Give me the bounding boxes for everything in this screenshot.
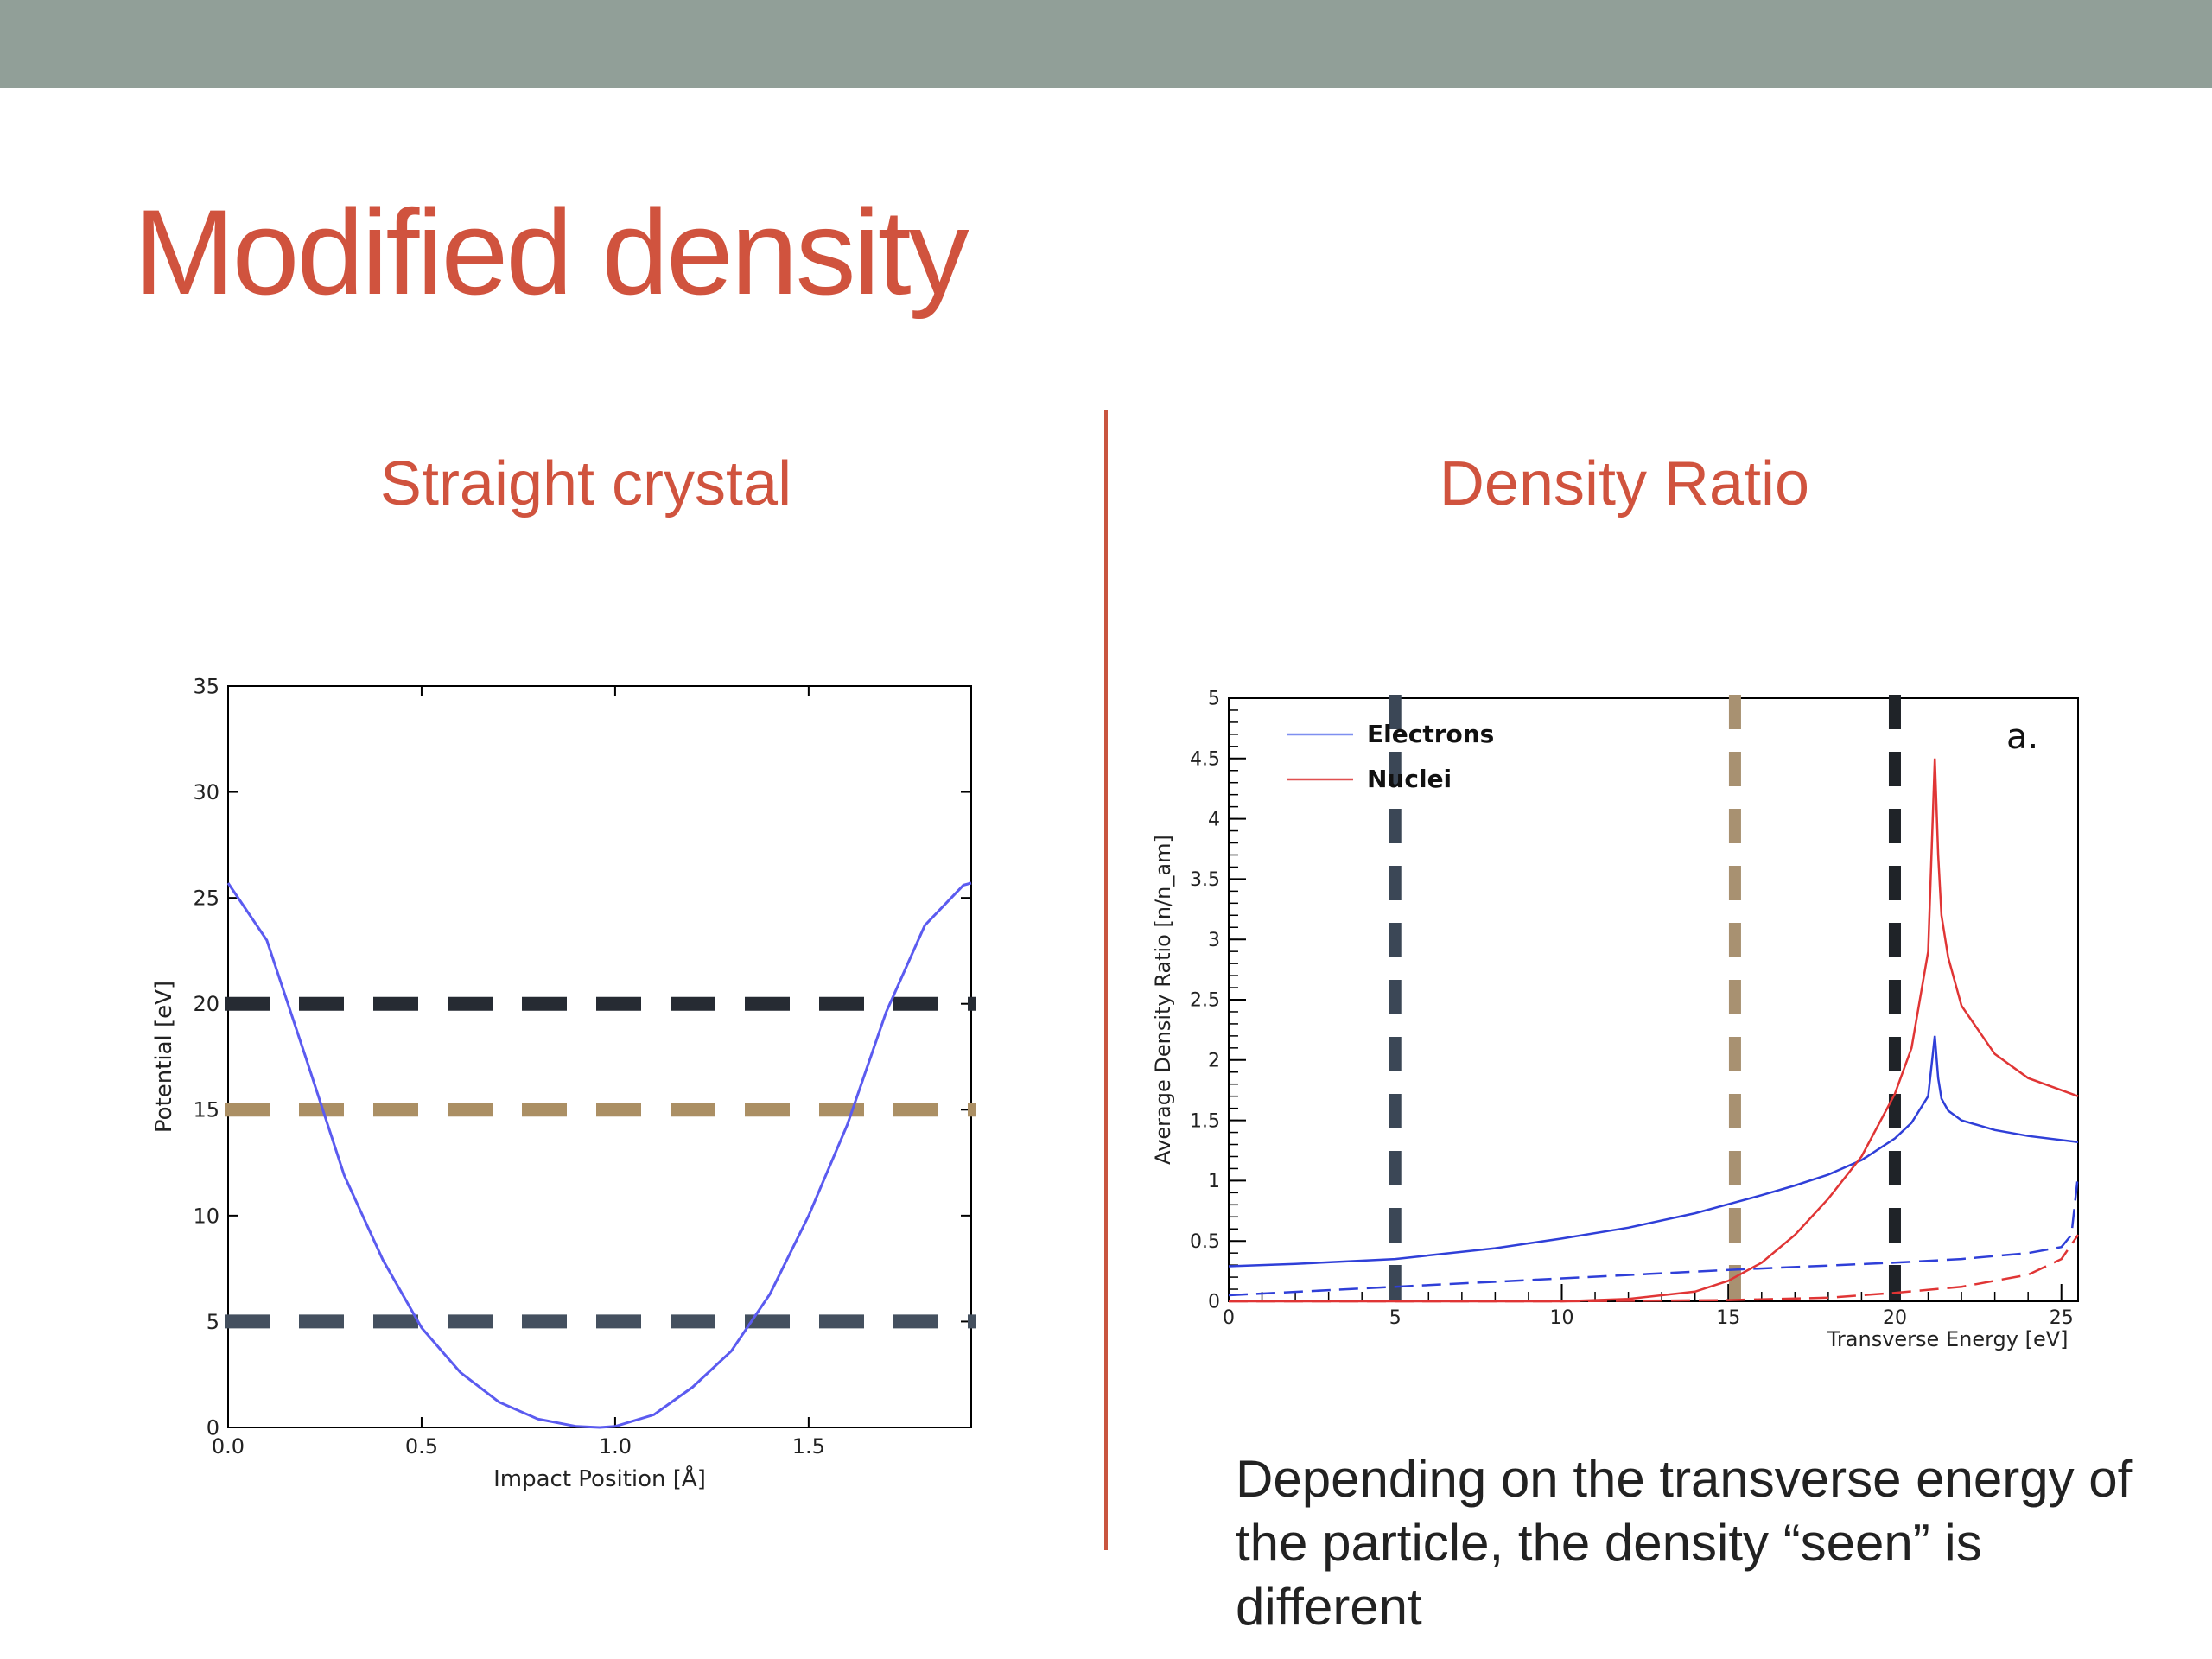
density-ratio-chart: 0 5 10 15 20 25 0 0.5 1 1.5 2 2.5 3 3.5 4 4.5 5 Transvers… bbox=[1141, 683, 2100, 1374]
y-axis-label: Average Density Ratio [n/n_am] bbox=[1151, 835, 1175, 1165]
y-tick-label: 15 bbox=[193, 1098, 219, 1122]
x-tick-label: 0.5 bbox=[405, 1434, 438, 1459]
y-tick-label: 35 bbox=[193, 674, 219, 698]
left-heading: Straight crystal bbox=[379, 449, 792, 518]
y-tick-label: 4 bbox=[1208, 809, 1220, 830]
y-tick-label: 25 bbox=[193, 887, 219, 911]
y-axis-label: Potential [eV] bbox=[151, 981, 177, 1133]
x-tick-label: 0 bbox=[1223, 1307, 1235, 1329]
x-tick-label: 20 bbox=[1883, 1307, 1907, 1329]
column-divider bbox=[1104, 410, 1108, 1550]
y-tick-label: 5 bbox=[1208, 689, 1220, 710]
slide-title: Modified density bbox=[134, 184, 969, 320]
x-axis-label: Impact Position [Å] bbox=[493, 1465, 706, 1492]
y-tick-label: 3 bbox=[1208, 930, 1220, 951]
right-heading: Density Ratio bbox=[1439, 449, 1810, 518]
y-tick-label: 20 bbox=[193, 992, 219, 1016]
caption-text: Depending on the transverse energy of th… bbox=[1236, 1450, 2133, 1636]
potential-chart: 0.0 0.5 1.0 1.5 0 5 10 15 20 25 30 35 Impact Positio… bbox=[147, 665, 1011, 1512]
y-tick-label: 2.5 bbox=[1190, 990, 1220, 1012]
y-tick-label: 10 bbox=[193, 1204, 219, 1228]
panel-annotation: a. bbox=[2006, 717, 2038, 757]
series-line bbox=[1229, 758, 2079, 1303]
x-tick-label: 10 bbox=[1549, 1307, 1573, 1329]
y-tick-label: 0.5 bbox=[1190, 1231, 1220, 1253]
x-tick-label: 25 bbox=[2050, 1307, 2074, 1329]
y-tick-label: 1.5 bbox=[1190, 1110, 1220, 1132]
y-tick-label: 4.5 bbox=[1190, 749, 1220, 771]
x-axis-label: Transverse Energy [eV] bbox=[1827, 1327, 2069, 1351]
y-tick-label: 30 bbox=[193, 780, 219, 804]
legend-label: Electrons bbox=[1367, 720, 1494, 748]
y-tick-label: 5 bbox=[207, 1310, 219, 1334]
x-tick-label: 0.0 bbox=[212, 1434, 245, 1459]
series-line bbox=[1228, 1035, 2079, 1268]
series-line bbox=[1229, 1234, 2080, 1303]
y-tick-label: 1 bbox=[1208, 1171, 1220, 1192]
series-line bbox=[1228, 1174, 2080, 1297]
series-line bbox=[226, 881, 972, 1429]
x-tick-label: 1.5 bbox=[792, 1434, 825, 1459]
y-tick-label: 0 bbox=[207, 1415, 219, 1440]
x-tick-label: 5 bbox=[1389, 1307, 1402, 1329]
y-tick-label: 3.5 bbox=[1190, 869, 1220, 891]
y-tick-label: 2 bbox=[1208, 1051, 1220, 1072]
plot-frame bbox=[1228, 697, 2079, 1302]
top-bar bbox=[0, 0, 2212, 88]
y-tick-label: 0 bbox=[1208, 1292, 1220, 1313]
x-tick-label: 15 bbox=[1716, 1307, 1740, 1329]
x-tick-label: 1.0 bbox=[599, 1434, 632, 1459]
legend-label: Nuclei bbox=[1367, 765, 1452, 793]
